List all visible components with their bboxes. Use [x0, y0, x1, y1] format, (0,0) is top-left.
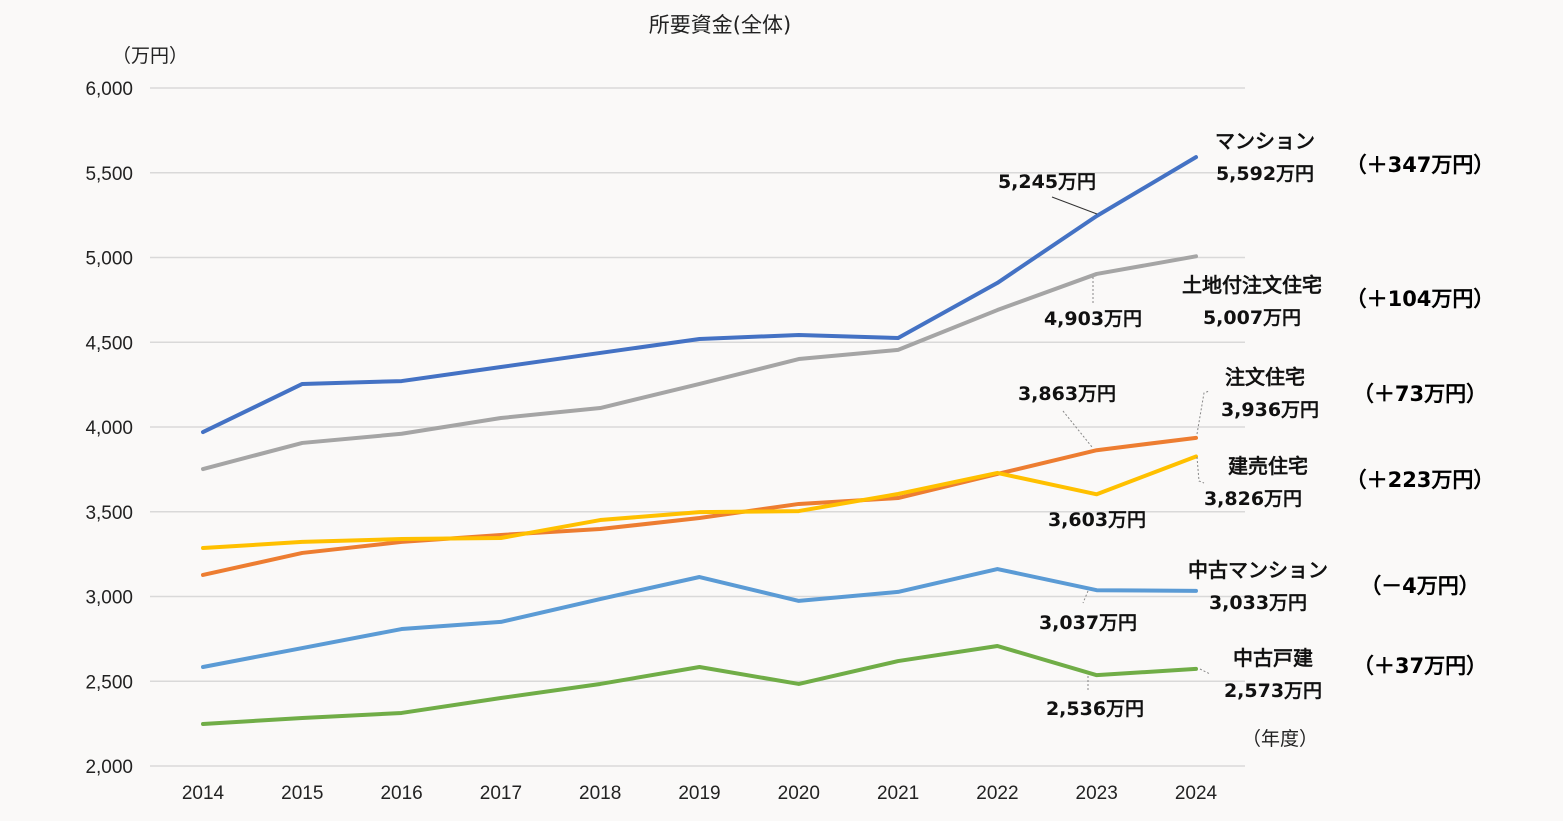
data-label-2024: 3,826万円	[1204, 488, 1302, 510]
leader-line	[1062, 410, 1093, 448]
x-tick-label: 2020	[778, 783, 820, 804]
change-label: （－4万円）	[1360, 574, 1480, 598]
series-annotation: 3,863万円 注文住宅 3,936万円 （＋73万円）	[1018, 365, 1487, 448]
x-tick-label: 2015	[281, 783, 323, 804]
y-tick-label: 4,000	[85, 418, 133, 439]
data-label-2023: 5,245万円	[998, 171, 1096, 193]
change-label: （＋347万円）	[1346, 153, 1495, 177]
leader-line	[1196, 390, 1210, 435]
x-tick-label: 2017	[480, 783, 522, 804]
leader-line	[1051, 196, 1098, 215]
data-label-2023: 3,037万円	[1039, 612, 1137, 634]
x-axis-unit-label: （年度）	[1242, 728, 1318, 750]
series-annotation: 3,037万円 中古マンション 3,033万円 （－4万円）	[1039, 558, 1480, 634]
series-line	[201, 643, 1198, 726]
series-annotation: 2,536万円 中古戸建 2,573万円 （＋37万円）	[1046, 646, 1487, 720]
series-line	[201, 435, 1198, 577]
y-tick-label: 4,500	[85, 333, 133, 354]
data-labels: 5,245万円 マンション 5,592万円 （＋347万円） 4,903万円 土地付注文住…	[998, 129, 1494, 720]
x-tick-label: 2018	[579, 783, 621, 804]
x-tick-label: 2019	[678, 783, 720, 804]
y-axis-unit-label: （万円）	[112, 45, 188, 67]
series-annotation: 5,245万円 マンション 5,592万円 （＋347万円）	[998, 129, 1495, 215]
series-line	[201, 454, 1198, 551]
gridlines	[150, 87, 1245, 767]
x-tick-label: 2024	[1175, 783, 1218, 804]
x-tick-label: 2022	[976, 783, 1018, 804]
series-line	[201, 254, 1198, 472]
x-axis-ticks: 2014 2015 2016 2017 2018 2019 2020 2021 2022 2023…	[182, 783, 1218, 804]
y-tick-label: 5,500	[85, 164, 133, 185]
series-name-label: マンション	[1215, 129, 1315, 153]
change-label: （＋73万円）	[1353, 382, 1487, 406]
x-tick-label: 2023	[1076, 783, 1118, 804]
series-annotation: 3,603万円 建売住宅 3,826万円 （＋223万円）	[1048, 454, 1494, 531]
data-label-2023: 2,536万円	[1046, 698, 1144, 720]
series-line	[201, 155, 1198, 435]
y-tick-label: 3,500	[85, 503, 133, 524]
x-tick-label: 2021	[877, 783, 919, 804]
x-tick-label: 2016	[380, 783, 422, 804]
change-label: （＋104万円）	[1346, 287, 1495, 311]
data-label-2023: 4,903万円	[1044, 308, 1142, 330]
series-name-label: 建売住宅	[1228, 454, 1308, 478]
data-label-2024: 5,592万円	[1216, 163, 1314, 185]
y-axis-ticks: 2,000 2,500 3,000 3,500 4,000 4,500 5,000 5,500…	[85, 79, 133, 778]
data-label-2024: 2,573万円	[1224, 680, 1322, 702]
change-label: （＋37万円）	[1353, 654, 1487, 678]
series-name-label: 土地付注文住宅	[1182, 273, 1322, 297]
y-tick-label: 6,000	[85, 79, 133, 100]
series-lines	[201, 155, 1198, 726]
data-label-2023: 3,603万円	[1048, 509, 1146, 531]
chart-title: 所要資金(全体)	[649, 13, 791, 37]
leader-line	[1196, 456, 1205, 484]
series-name-label: 中古マンション	[1188, 558, 1328, 582]
y-tick-label: 3,000	[85, 588, 133, 609]
series-line	[201, 567, 1198, 670]
change-label: （＋223万円）	[1346, 468, 1495, 492]
x-tick-label: 2014	[182, 783, 225, 804]
leader-line	[1199, 668, 1211, 675]
y-tick-label: 2,000	[85, 757, 133, 778]
series-name-label: 中古戸建	[1233, 646, 1313, 670]
series-annotation: 4,903万円 土地付注文住宅 5,007万円 （＋104万円）	[1044, 273, 1494, 330]
data-label-2023: 3,863万円	[1018, 383, 1116, 405]
series-name-label: 注文住宅	[1225, 365, 1305, 389]
y-tick-label: 2,500	[85, 672, 133, 693]
y-tick-label: 5,000	[85, 249, 133, 270]
data-label-2024: 3,936万円	[1221, 399, 1319, 421]
data-label-2024: 5,007万円	[1203, 307, 1301, 329]
data-label-2024: 3,033万円	[1209, 592, 1307, 614]
